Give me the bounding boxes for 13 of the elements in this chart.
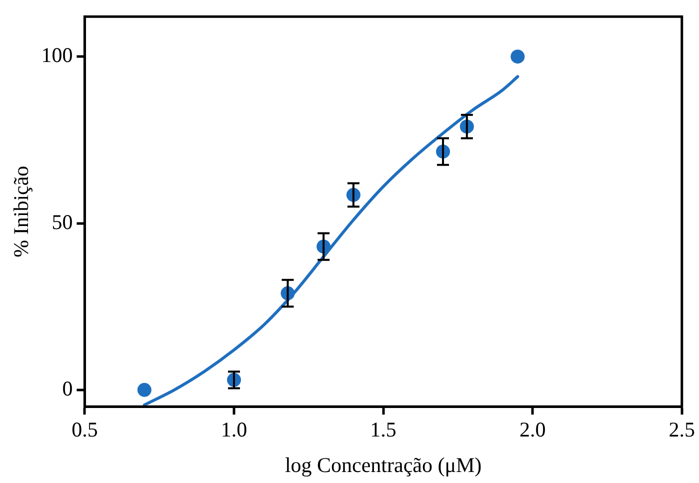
- y-tick-label: 0: [62, 376, 73, 400]
- point: [137, 382, 152, 397]
- line-series: [142, 75, 520, 406]
- x-tick-label: 1.0: [220, 418, 248, 442]
- x-tick-label: 1.5: [370, 418, 396, 442]
- x-tick-label: 0.5: [72, 418, 98, 442]
- x-tick-label: 2.5: [668, 418, 695, 442]
- x-axis-title: log Concentração (μM): [284, 452, 482, 477]
- y-tick-label: 50: [52, 210, 73, 234]
- point: [510, 50, 525, 64]
- y-tick-label: 100: [41, 43, 73, 68]
- x-tick-label: 2.0: [519, 418, 546, 442]
- y-axis-title: % Inibição: [9, 166, 34, 258]
